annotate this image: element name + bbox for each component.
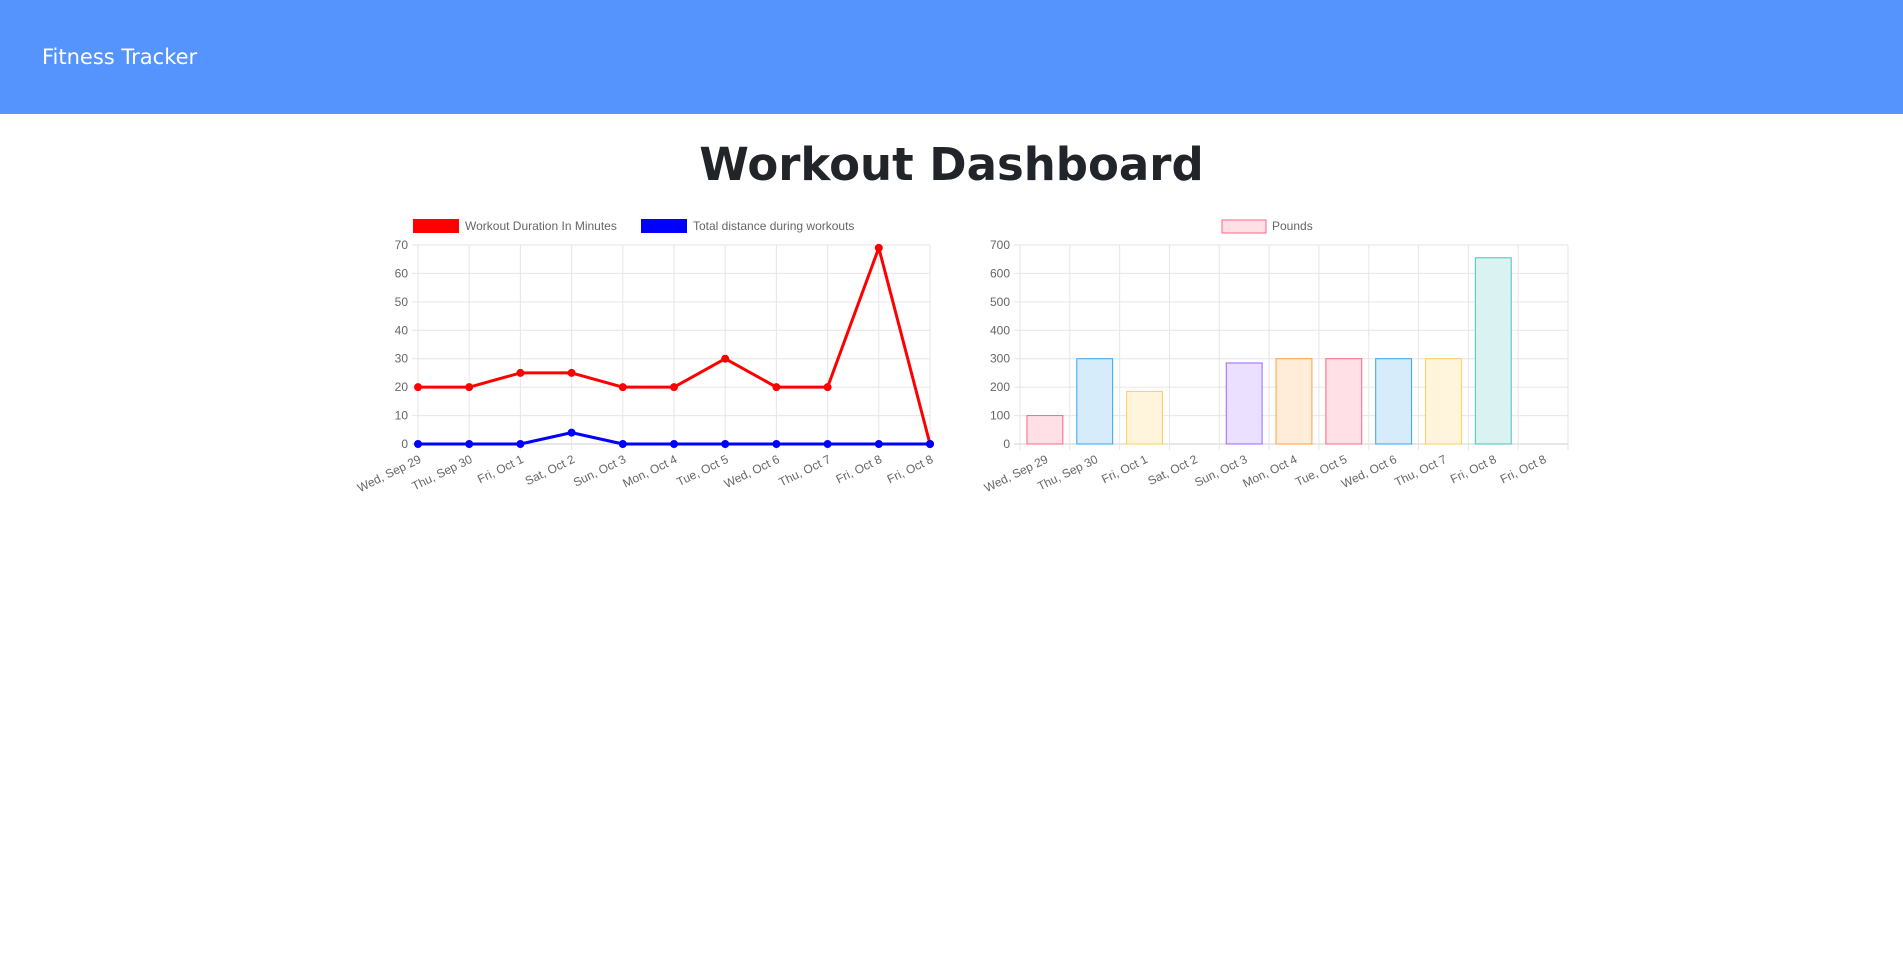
data-point <box>772 383 781 392</box>
data-point <box>670 383 678 392</box>
legend-swatch <box>1221 219 1267 234</box>
x-tick-label: Fri, Oct 1 <box>1099 452 1150 486</box>
y-tick-label: 300 <box>990 352 1010 366</box>
data-point <box>567 428 576 437</box>
data-point <box>874 243 883 252</box>
x-tick-label: Fri, Oct 8 <box>1448 452 1499 486</box>
x-tick-label: Fri, Oct 8 <box>1498 452 1549 486</box>
page-title: Workout Dashboard <box>699 138 1204 191</box>
y-tick-label: 60 <box>395 266 409 280</box>
legend-label: Total distance during workouts <box>693 219 854 233</box>
legend-label: Pounds <box>1272 219 1313 233</box>
navbar: Fitness Tracker <box>0 0 1903 114</box>
legend-label: Workout Duration In Minutes <box>465 219 617 233</box>
data-point <box>465 440 474 448</box>
y-tick-label: 0 <box>1003 437 1010 451</box>
x-tick-label: Thu, Oct 7 <box>1392 452 1449 489</box>
data-point <box>414 383 422 392</box>
data-point <box>721 354 730 363</box>
brand-link[interactable]: Fitness Tracker <box>42 45 198 69</box>
data-point <box>618 440 627 448</box>
x-tick-label: Mon, Oct 4 <box>1240 452 1299 490</box>
y-tick-label: 700 <box>990 238 1010 252</box>
bar <box>1076 358 1114 445</box>
data-point <box>772 440 781 448</box>
data-point <box>823 383 832 392</box>
bar <box>1126 390 1163 445</box>
y-tick-label: 30 <box>395 352 409 366</box>
data-point <box>670 440 678 448</box>
y-tick-label: 10 <box>395 409 409 423</box>
data-point <box>414 440 422 448</box>
y-tick-label: 200 <box>990 380 1010 394</box>
data-point <box>721 440 730 448</box>
bar <box>1325 358 1363 445</box>
x-tick-label: Sun, Oct 3 <box>1192 452 1249 490</box>
y-tick-label: 70 <box>395 238 409 252</box>
data-point <box>618 383 627 392</box>
charts-container: 0 10 20 30 40 50 60 70 Wed, Sep 29 Thu, Sep 30 Fri… <box>0 208 1903 508</box>
data-point <box>516 440 525 448</box>
line-chart-legend: Workout Duration In Minutes Total distanc… <box>413 219 854 233</box>
bar <box>1275 358 1313 445</box>
x-tick-label: Fri, Oct 1 <box>475 452 526 486</box>
y-tick-label: 400 <box>990 323 1010 337</box>
y-tick-label: 600 <box>990 266 1010 280</box>
bar <box>1225 362 1263 445</box>
x-tick-label: Thu, Oct 7 <box>776 452 833 489</box>
legend-swatch <box>413 219 459 233</box>
data-point <box>465 383 474 392</box>
data-point <box>516 368 525 377</box>
data-point <box>926 440 934 448</box>
bar <box>1474 257 1512 445</box>
y-tick-label: 500 <box>990 295 1010 309</box>
x-tick-label: Mon, Oct 4 <box>620 452 679 490</box>
bar <box>1375 358 1413 445</box>
bar <box>1425 358 1462 445</box>
data-point <box>874 440 883 448</box>
y-tick-label: 0 <box>401 437 408 451</box>
x-tick-label: Sun, Oct 3 <box>571 452 628 490</box>
x-tick-label: Tue, Oct 5 <box>674 452 730 489</box>
data-point <box>567 368 576 377</box>
bar <box>1026 415 1064 445</box>
data-point <box>823 440 832 448</box>
legend-swatch <box>641 219 687 233</box>
y-tick-label: 20 <box>395 380 409 394</box>
y-tick-label: 40 <box>395 323 409 337</box>
x-tick-label: Fri, Oct 8 <box>834 452 885 486</box>
x-tick-label: Sat, Oct 2 <box>523 452 577 488</box>
y-tick-label: 50 <box>395 295 409 309</box>
x-tick-label: Fri, Oct 8 <box>885 452 936 486</box>
y-tick-label: 100 <box>990 409 1010 423</box>
bar-chart-legend: Pounds <box>1221 219 1313 234</box>
x-tick-label: Wed, Oct 6 <box>722 452 782 491</box>
x-tick-label: Wed, Oct 6 <box>1339 452 1399 491</box>
x-tick-label: Sat, Oct 2 <box>1146 452 1200 488</box>
